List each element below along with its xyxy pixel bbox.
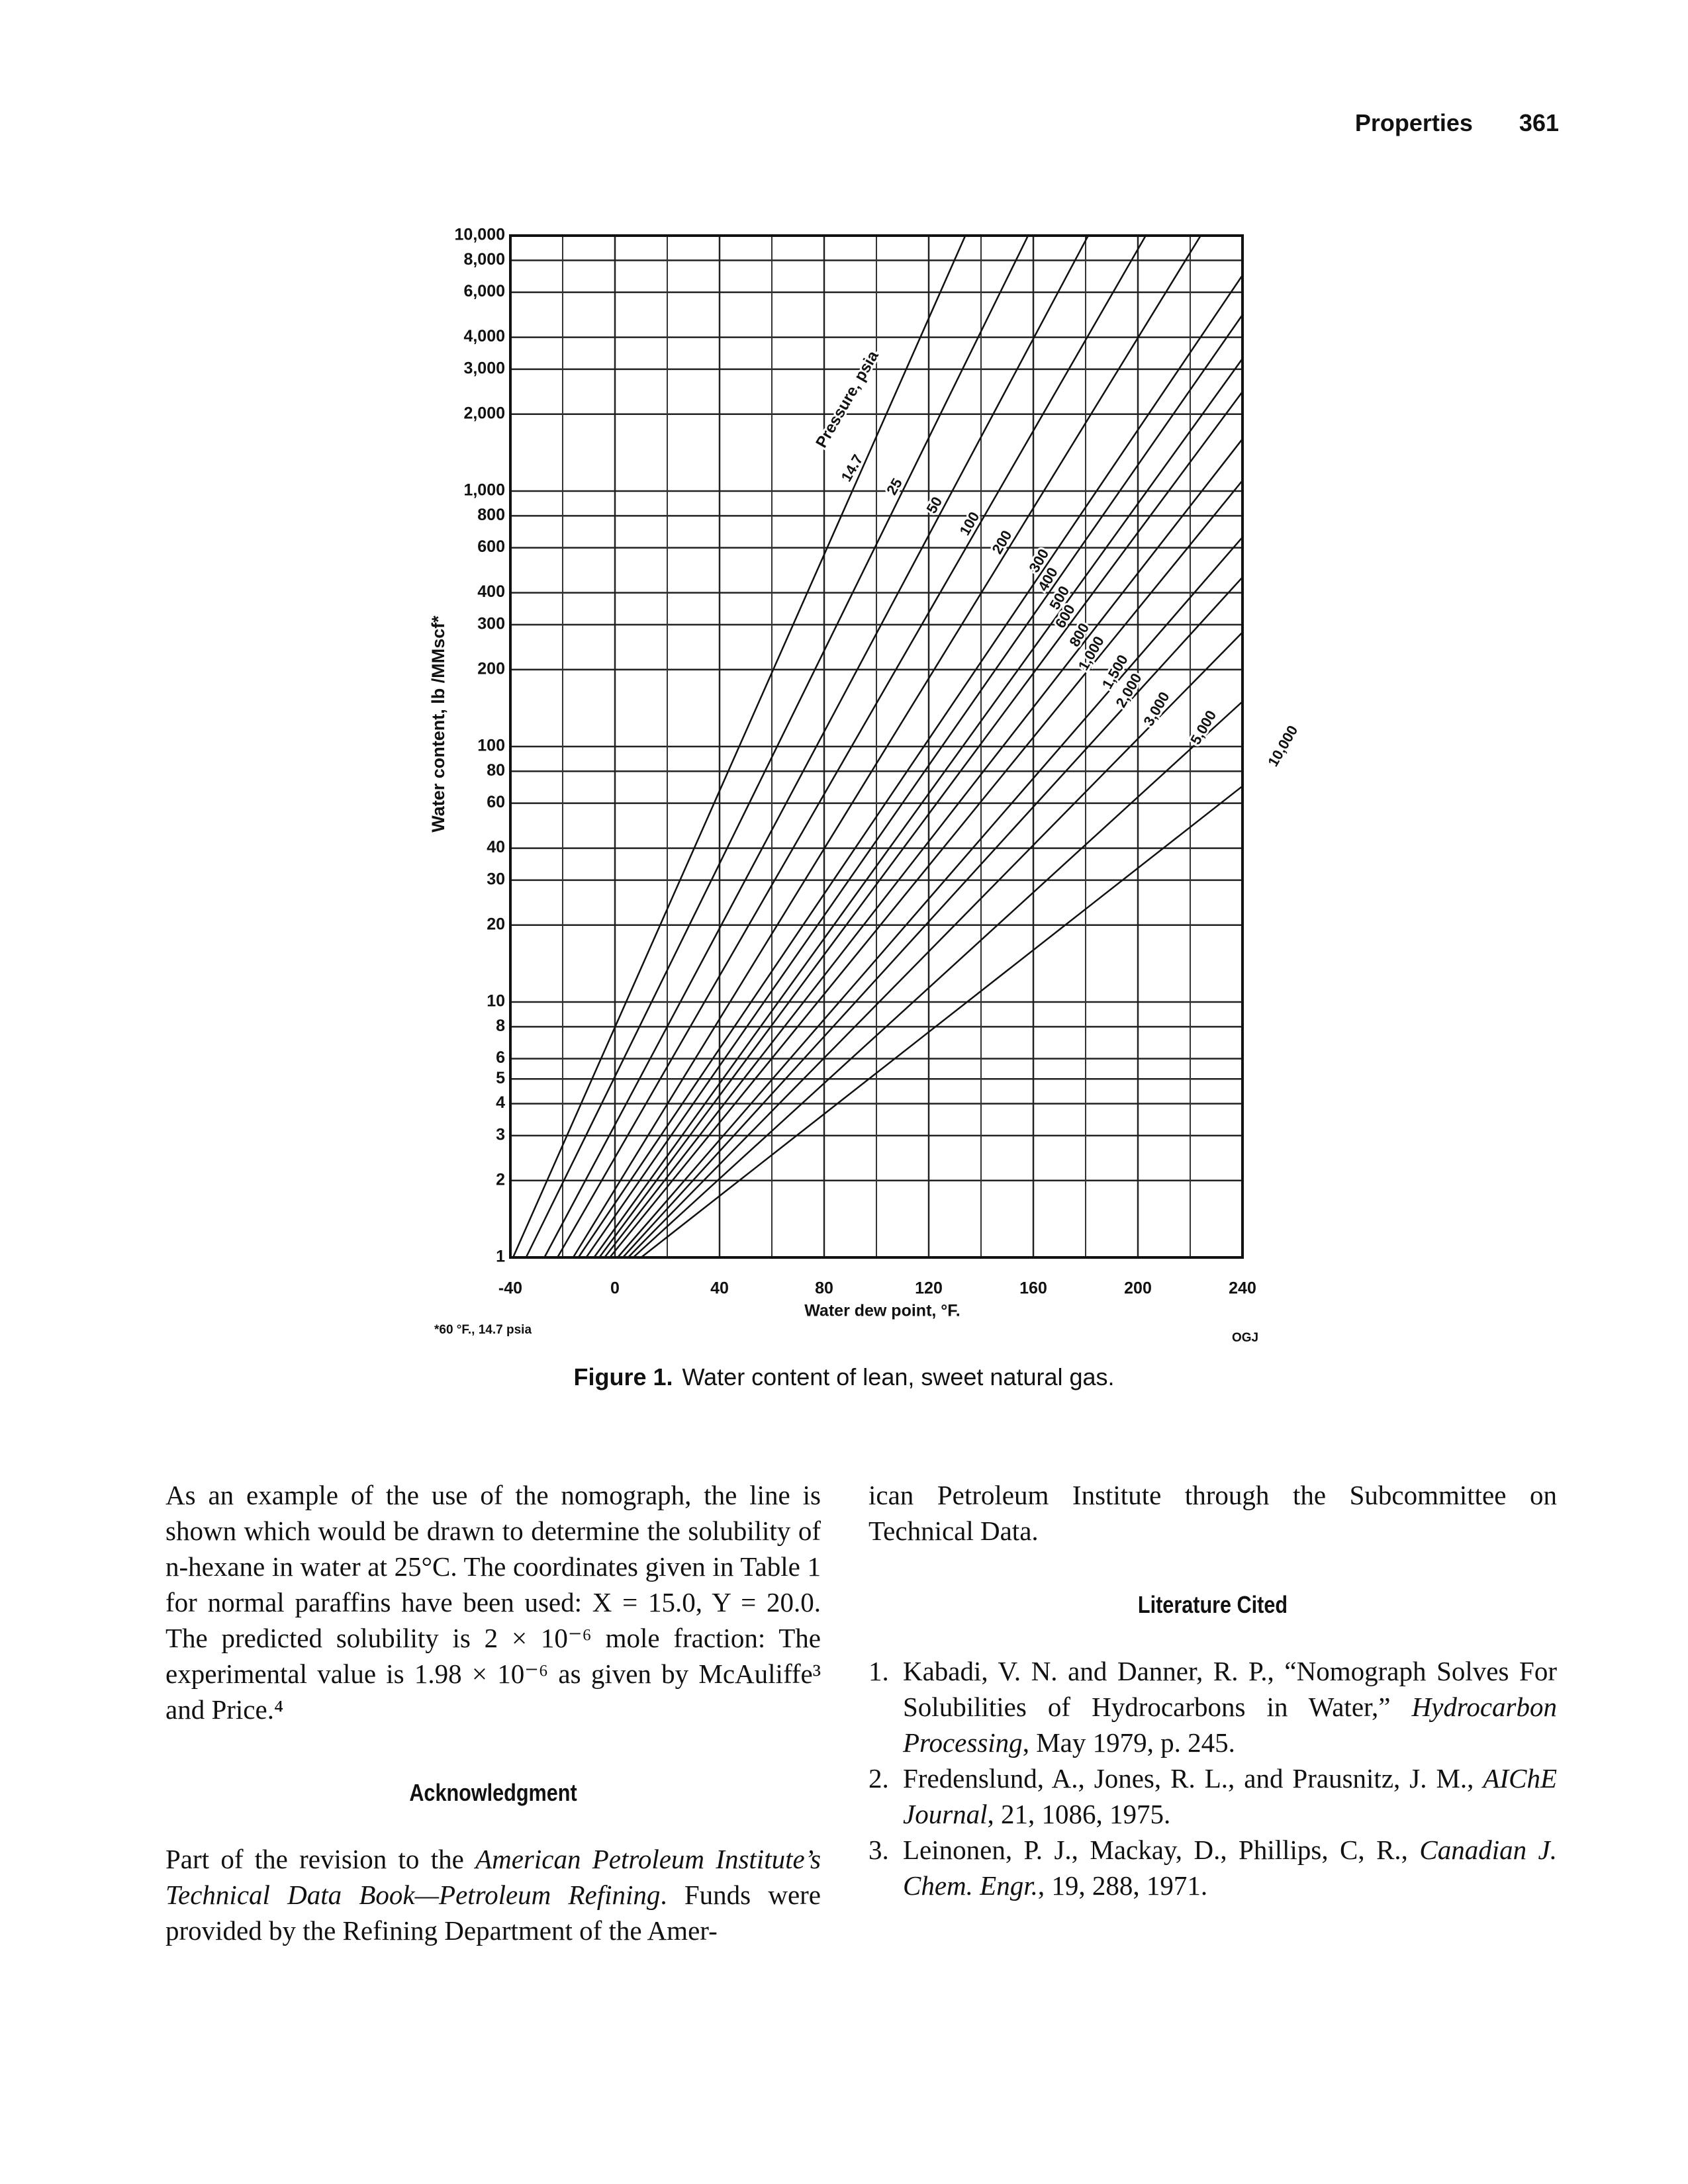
chart: 10,0008,0006,0004,0003,0002,0001,0008006… [428,225,1301,1345]
footnote: *60 °F., 14.7 psia [434,1323,532,1337]
page-header: Properties 361 [1355,109,1559,137]
y-tick-label: 1,000 [463,481,505,500]
plot-frame [509,234,1244,1259]
y-tick-label: 300 [477,614,505,633]
reference-list: 1. Kabadi, V. N. and Danner, R. P., “Nomo… [868,1653,1557,1903]
y-tick-label: 6,000 [463,282,505,300]
x-tick-label: 80 [815,1279,833,1298]
series-label: 200 [988,527,1015,557]
y-tick-label: 3,000 [463,359,505,377]
y-tick-label: 6 [496,1048,505,1067]
reference-source: Canadian J. Chem. Engr. [903,1835,1558,1901]
pressure-line [512,235,966,1258]
pressure-line [609,480,1243,1258]
y-tick-label: 80 [487,761,505,780]
x-tick-label: 240 [1229,1279,1256,1298]
pressure-line [525,235,1029,1258]
y-tick-label: 100 [477,737,505,755]
y-tick-label: 1 [496,1248,505,1266]
pressure-line [593,358,1244,1258]
reference: 2. Fredenslund, A., Jones, R. L., and Pra… [868,1760,1557,1832]
y-tick-label: 2 [496,1170,505,1189]
reference-authors: Kabadi, V. N. and Danner, R. P., “Nomogr… [903,1656,1557,1722]
x-tick-label: 40 [710,1279,729,1298]
y-tick-label: 60 [487,793,505,811]
pressure-line [598,391,1244,1258]
reference: 1. Kabadi, V. N. and Danner, R. P., “Nomo… [868,1653,1557,1760]
x-tick-label: 160 [1019,1279,1047,1298]
caption-text: Water content of lean, sweet natural gas… [682,1363,1115,1390]
pressure-line [577,275,1244,1258]
pressure-line [640,785,1243,1258]
paragraph: As an example of the use of the nomograp… [165,1480,821,1725]
y-tick-label: 4,000 [463,327,505,345]
text: . Funds were provided by the Refining De… [165,1880,821,1946]
y-tick-label: 40 [487,838,505,856]
pressure-line [617,536,1243,1258]
pressure-line [622,576,1243,1258]
y-axis-title: Water content, lb /MMscf* [428,615,448,833]
y-tick-label: 2,000 [463,404,505,422]
y-tick-label: 10 [487,992,505,1011]
caption-label: Figure 1. [573,1363,673,1390]
heading: Acknowledgment [409,1779,577,1806]
pressure-line [585,314,1244,1258]
column-left: As an example of the use of the nomograp… [165,1477,821,1948]
x-tick-label: 120 [915,1279,943,1298]
reference-number: 2. [868,1763,889,1794]
source-title: American Petroleum Institute’s Technical… [165,1844,821,1910]
x-tick-label: -40 [498,1279,522,1298]
pressure-line [543,235,1090,1258]
y-tick-label: 20 [487,915,505,933]
reference-source: Hydrocarbon Processing [903,1692,1557,1758]
source-label: OGJ [1232,1331,1258,1345]
text: Part of the revision to the [165,1844,476,1874]
reference-details: , May 1979, p. 245. [1022,1727,1235,1758]
reference-number: 3. [868,1835,889,1865]
heading: Literature Cited [1137,1591,1288,1618]
reference-details: , 19, 288, 1971. [1037,1870,1208,1901]
reference-details: , 21, 1086, 1975. [987,1799,1171,1829]
series-label: 10,000 [1264,723,1301,770]
figure-caption: Figure 1. Water content of lean, sweet na… [0,1363,1688,1391]
column-right: ican Petroleum Institute through the Sub… [868,1477,1557,1903]
series-label: 100 [956,509,982,538]
pressure-line [604,438,1243,1258]
pressure-line [627,631,1243,1258]
y-tick-label: 800 [477,506,505,524]
reference-number: 1. [868,1656,889,1686]
pressure-line [557,235,1147,1258]
reference-authors: Leinonen, P. J., Mackay, D., Phillips, C… [903,1835,1420,1865]
pressure-line [632,701,1243,1258]
y-tick-label: 30 [487,870,505,888]
x-tick-label: 0 [610,1279,620,1298]
reference: 3. Leinonen, P. J., Mackay, D., Phillips,… [868,1832,1557,1903]
y-tick-label: 400 [477,582,505,601]
page-number: 361 [1519,109,1559,136]
series-label: 50 [923,494,945,516]
paragraph: Part of the revision to the American Pet… [165,1841,821,1948]
x-tick-label: 200 [1124,1279,1152,1298]
y-tick-label: 5 [496,1069,505,1087]
y-tick-label: 8 [496,1017,505,1035]
y-tick-label: 10,000 [455,226,505,244]
pressure-line [572,235,1201,1258]
series-label: 25 [883,475,906,498]
y-tick-label: 4 [496,1093,505,1112]
y-tick-label: 600 [477,537,505,556]
x-axis-title: Water dew point, °F. [804,1302,960,1320]
reference-source: AIChE Journal [903,1763,1557,1829]
annotation: Pressure, psia [812,347,882,451]
y-tick-label: 200 [477,659,505,678]
section-title: Properties [1354,109,1473,136]
y-tick-label: 8,000 [463,250,505,269]
reference-authors: Fredenslund, A., Jones, R. L., and Praus… [903,1763,1483,1794]
paragraph: ican Petroleum Institute through the Sub… [868,1480,1557,1546]
y-tick-label: 3 [496,1125,505,1144]
